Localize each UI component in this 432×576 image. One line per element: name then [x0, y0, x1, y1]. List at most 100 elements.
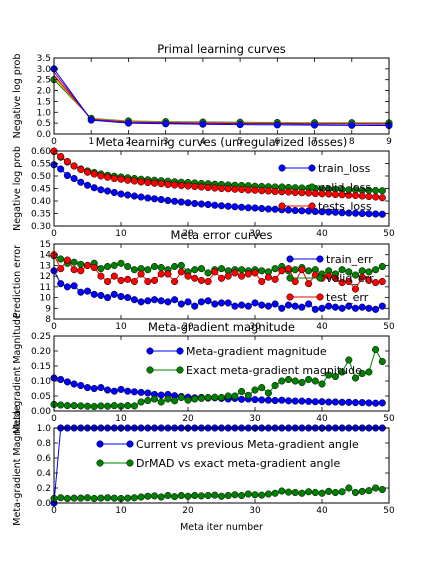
data-point	[311, 377, 319, 385]
data-point	[325, 302, 333, 310]
data-point	[157, 391, 165, 399]
legend-label: test_err	[326, 291, 369, 304]
data-point	[83, 261, 92, 269]
data-point	[271, 300, 279, 308]
data-point	[264, 205, 272, 213]
legend-label: DrMAD vs exact meta-gradient angle	[136, 457, 340, 470]
data-point	[305, 488, 313, 496]
data-point	[137, 493, 145, 501]
data-point	[117, 276, 125, 284]
data-point	[351, 285, 360, 293]
data-point	[104, 277, 112, 286]
y-tick-label: 0.5	[37, 119, 51, 129]
data-point	[224, 392, 232, 400]
data-point	[70, 402, 78, 410]
data-point	[278, 267, 286, 275]
data-point	[124, 191, 132, 199]
data-point	[258, 187, 266, 195]
data-point	[83, 168, 92, 176]
data-point	[157, 297, 165, 305]
data-point	[150, 179, 159, 187]
data-point	[271, 381, 279, 390]
data-point	[130, 277, 138, 286]
data-point	[244, 391, 252, 399]
y-tick-label: 0.55	[31, 160, 51, 170]
data-point	[224, 202, 232, 210]
data-point	[117, 190, 125, 198]
data-point	[57, 165, 65, 173]
data-point	[365, 304, 373, 312]
data-point	[104, 402, 112, 410]
legend-marker	[316, 293, 324, 301]
data-point	[305, 375, 313, 384]
data-point	[217, 184, 226, 193]
data-point	[63, 494, 71, 503]
data-point	[284, 265, 293, 273]
data-point	[157, 270, 165, 278]
data-point	[144, 277, 152, 286]
data-point	[184, 298, 192, 306]
x-tick-label: 50	[383, 506, 395, 516]
data-point	[57, 401, 65, 409]
y-tick-label: 3.5	[37, 54, 51, 64]
data-point	[271, 275, 279, 283]
data-point	[124, 119, 132, 127]
legend-marker	[286, 293, 294, 301]
data-point	[57, 494, 65, 502]
series-1	[50, 267, 386, 313]
data-point	[63, 402, 71, 410]
data-point	[378, 187, 386, 195]
data-point	[177, 393, 185, 402]
data-point	[77, 494, 85, 502]
data-point	[231, 491, 239, 499]
data-point	[57, 255, 65, 263]
data-point	[117, 385, 125, 393]
legend-marker	[146, 347, 154, 355]
x-tick-label: 20	[182, 506, 194, 516]
series-line	[53, 71, 390, 125]
data-point	[63, 256, 71, 264]
data-point	[338, 368, 346, 376]
data-point	[70, 174, 78, 183]
data-point	[224, 185, 232, 193]
x-tick-label: 0	[51, 137, 57, 147]
data-point	[331, 303, 339, 311]
data-point	[217, 274, 226, 282]
chart-title: Primal learning curves	[157, 42, 286, 56]
data-point	[298, 378, 306, 387]
data-point	[117, 259, 125, 267]
data-point	[372, 210, 380, 218]
legend-label: tests_loss	[318, 200, 372, 213]
data-point	[331, 274, 339, 282]
y-tick-label: 0.0	[37, 499, 52, 509]
data-point	[191, 274, 199, 282]
data-point	[63, 157, 71, 166]
data-point	[372, 266, 380, 274]
data-point	[90, 402, 98, 411]
y-tick-label: 0.25	[31, 332, 51, 342]
data-point	[365, 268, 373, 276]
panel-2: 0 10 20 30 40 500.300.350.400.450.500.550.60M…	[12, 135, 395, 239]
data-point	[244, 490, 252, 498]
data-point	[137, 398, 145, 406]
data-point	[238, 301, 246, 309]
data-point	[197, 200, 205, 208]
x-tick-label: 20	[182, 322, 194, 332]
data-point	[331, 398, 339, 406]
y-tick-label: 0.05	[31, 392, 51, 402]
x-tick-label: 1	[88, 137, 94, 147]
data-point	[378, 194, 386, 202]
data-point	[338, 488, 346, 496]
data-point	[57, 375, 65, 384]
data-point	[137, 270, 145, 278]
data-point	[130, 192, 138, 200]
data-point	[104, 262, 112, 271]
data-point	[378, 357, 386, 366]
data-point	[90, 264, 98, 272]
data-point	[83, 402, 92, 410]
x-tick-label: 30	[249, 322, 261, 332]
data-point	[204, 269, 212, 277]
data-point	[318, 489, 326, 497]
data-point	[77, 178, 85, 186]
data-point	[251, 269, 259, 277]
